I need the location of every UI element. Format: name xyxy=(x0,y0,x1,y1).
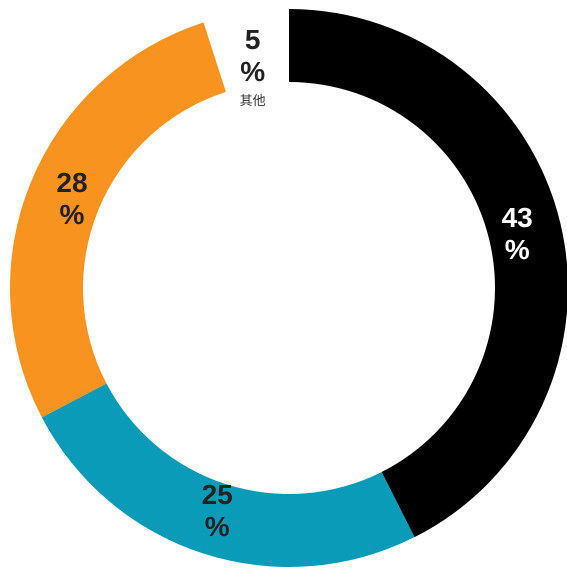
donut-segment xyxy=(289,9,567,538)
donut-segment xyxy=(10,22,226,418)
data-label: 25 % xyxy=(201,479,233,543)
data-label: 43 % xyxy=(501,201,533,265)
donut-segment xyxy=(203,9,289,92)
donut-segment xyxy=(41,383,415,567)
category-label: 其他 xyxy=(239,93,266,109)
data-label: 28 % xyxy=(56,167,88,231)
data-label: 5 % xyxy=(240,24,266,88)
